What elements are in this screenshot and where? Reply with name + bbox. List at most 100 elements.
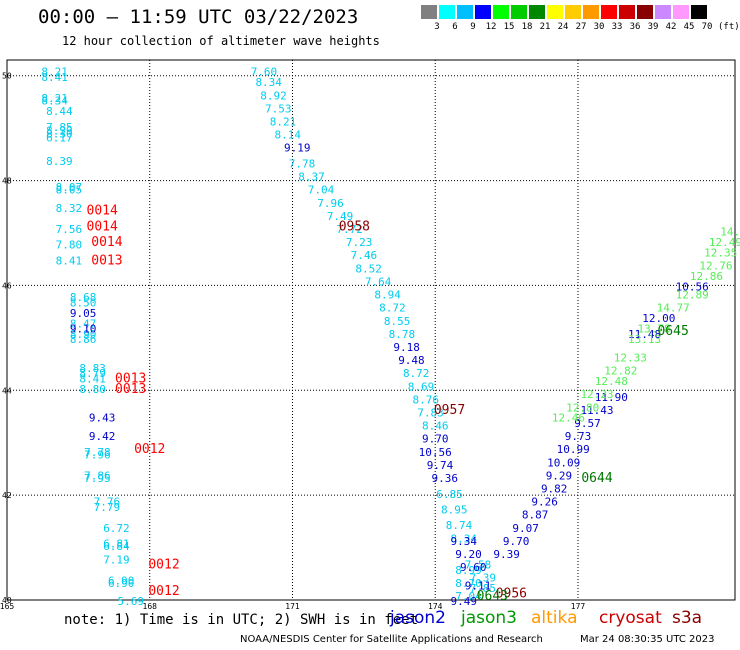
wave-height-point: 12.86: [690, 270, 723, 283]
legend-label: 6: [452, 22, 458, 32]
wave-height-point: 9.82: [541, 483, 568, 496]
wave-height-point: 9.74: [427, 459, 454, 472]
wave-height-point: 9.34: [451, 535, 478, 548]
wave-height-point: 7.53: [265, 102, 292, 115]
wave-height-point: 6.90: [108, 577, 135, 590]
wave-height-point: 9.10: [70, 323, 97, 336]
wave-height-point: 9.19: [284, 142, 311, 155]
y-tick-label: 46: [2, 281, 12, 290]
legend-swatch: [439, 5, 455, 19]
wave-height-point: 9.11: [465, 580, 492, 593]
legend-label: 70: [701, 22, 713, 32]
wave-height-point: 11.43: [580, 404, 613, 417]
legend-label: 24: [557, 22, 569, 32]
wave-height-point: 8.39: [46, 155, 73, 168]
legend-swatch: [493, 5, 509, 19]
y-tick-label: 48: [2, 177, 12, 186]
wave-height-point: 9.60: [460, 561, 487, 574]
wave-height-point: 6.85: [436, 488, 463, 501]
time-label: 0645: [657, 324, 688, 339]
chart-title: 00:00 – 11:59 UTC 03/22/2023: [38, 6, 359, 28]
time-label: 0958: [339, 219, 370, 234]
wave-height-point: 7.95: [84, 472, 111, 485]
time-label: 0014: [87, 204, 118, 219]
wave-height-point: 9.29: [546, 469, 573, 482]
legend-swatch: [583, 5, 599, 19]
legend-label: 39: [647, 22, 659, 32]
footer-credit: NOAA/NESDIS Center for Satellite Applica…: [240, 634, 543, 645]
satellite-altika: altika: [531, 608, 578, 628]
plot-frame: [6, 59, 736, 601]
wave-height-point: 9.70: [503, 535, 530, 548]
wave-height-point: 12.35: [704, 247, 737, 260]
satellite-jason3: jason3: [461, 608, 517, 628]
wave-height-point: 8.55: [384, 315, 411, 328]
x-tick-label: 177: [571, 602, 586, 610]
wave-height-point: 9.05: [70, 307, 97, 320]
time-label: 0014: [87, 219, 118, 234]
chart-subtitle: 12 hour collection of altimeter wave hei…: [62, 34, 380, 48]
wave-height-point: 8.46: [422, 420, 449, 433]
wave-height-point: 8.86: [70, 333, 97, 346]
time-label: 0644: [581, 471, 612, 486]
wave-height-point: 8.37: [298, 171, 325, 184]
wave-height-point: 7.96: [317, 197, 344, 210]
wave-height-point: 8.34: [41, 95, 68, 108]
legend-label: 18: [521, 22, 533, 32]
wave-height-point: 8.74: [446, 519, 473, 532]
wave-height-point: 8.14: [274, 129, 301, 142]
satellite-jason2: jason2: [390, 608, 446, 628]
wave-height-point: 13.78: [638, 323, 671, 336]
time-label: 0012: [134, 442, 165, 457]
y-tick-label: 44: [2, 386, 12, 395]
time-label: 0957: [434, 403, 465, 418]
x-tick-label: 174: [428, 602, 443, 610]
wave-height-point: 7.86: [84, 469, 111, 482]
legend-swatch: [547, 5, 563, 19]
wave-height-point: 8.70: [455, 577, 482, 590]
wave-height-point: 7.85: [46, 121, 73, 134]
x-tick-label: 165: [0, 602, 14, 610]
wave-height-point: 9.70: [422, 433, 449, 446]
wave-height-point: 6.81: [103, 538, 130, 551]
time-label: 0014: [91, 235, 122, 250]
wave-height-point: 9.73: [565, 430, 592, 443]
wave-height-point: 8.99: [455, 564, 482, 577]
axis-ticks: 165 168 171 174 177 40 42 44 46 48 50: [0, 72, 585, 610]
wave-height-point: 9.42: [89, 430, 116, 443]
wave-height-point: 8.94: [374, 289, 401, 302]
legend-swatch: [601, 5, 617, 19]
wave-height-point: 8.21: [41, 66, 68, 79]
wave-height-point: 8.29: [46, 124, 73, 137]
wave-height-point: 8.52: [355, 262, 382, 275]
wave-height-point: 8.05: [56, 184, 83, 197]
wave-height-point: 9.57: [574, 417, 601, 430]
grid-lines: [7, 60, 735, 600]
wave-height-point: 7.79: [94, 501, 121, 514]
wave-height-point: 12.49: [709, 236, 740, 249]
legend-swatch: [673, 5, 689, 19]
wave-height-point: 11.90: [595, 391, 628, 404]
time-label: 0956: [496, 586, 527, 601]
legend-swatch: [475, 5, 491, 19]
legend-swatch: [691, 5, 707, 19]
wave-height-point: 8.34: [255, 76, 282, 89]
legend-swatch: [529, 5, 545, 19]
legend-label: 15: [503, 22, 515, 32]
wave-height-point: 12.23: [580, 388, 613, 401]
wave-height-point: 8.80: [79, 383, 106, 396]
wave-height-point: 12.33: [614, 351, 647, 364]
footer-timestamp: Mar 24 08:30:35 UTC 2023: [580, 634, 715, 645]
legend-swatch: [565, 5, 581, 19]
wave-height-point: 9.20: [455, 548, 482, 561]
wave-height-point: 7.39: [470, 572, 497, 585]
wave-height-point: 8.79: [79, 367, 106, 380]
wave-height-point: 8.92: [260, 89, 287, 102]
wave-height-point: 6.90: [108, 574, 135, 587]
units-label: (ft): [718, 22, 740, 32]
legend-label: 27: [575, 22, 587, 32]
legend-swatch: [511, 5, 527, 19]
x-tick-label: 168: [143, 602, 158, 610]
wave-height-point: 8.32: [56, 202, 83, 215]
wave-height-point: 14.: [720, 226, 740, 239]
